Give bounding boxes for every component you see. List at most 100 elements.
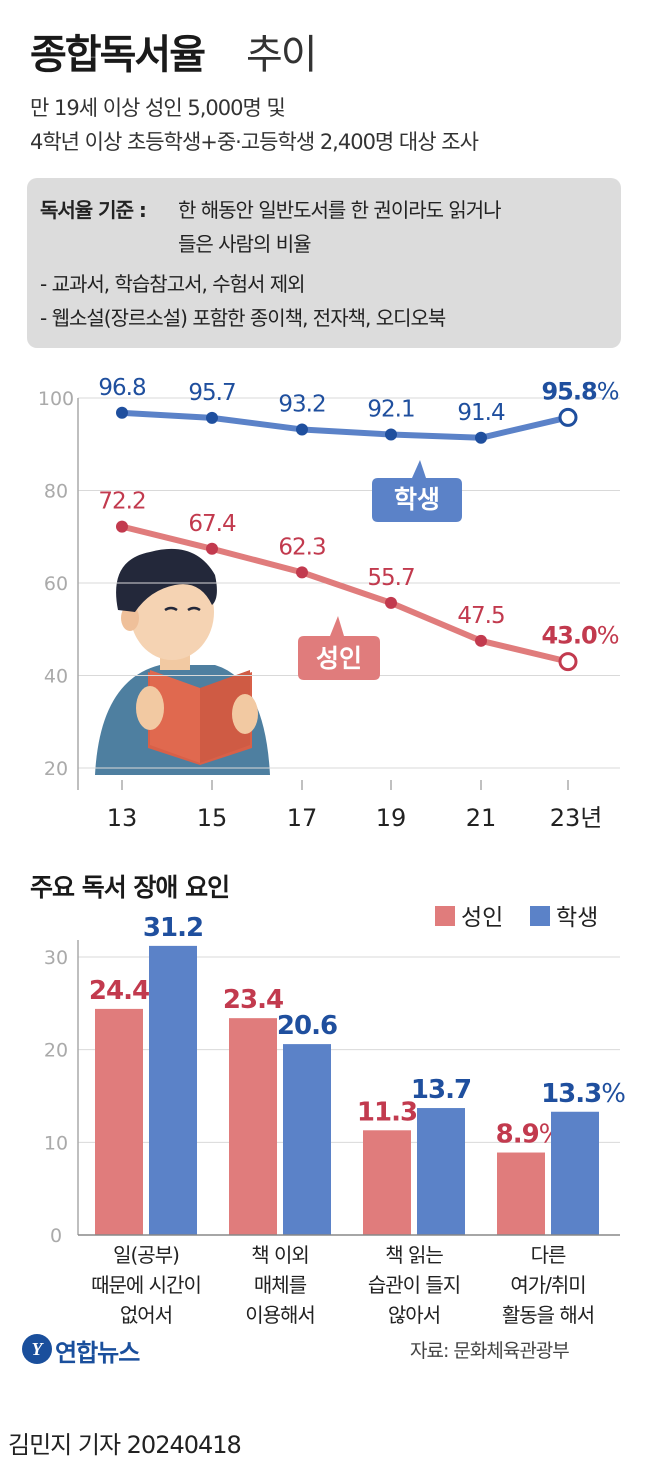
data-point bbox=[475, 431, 487, 444]
x-category-label: 이용해서 bbox=[245, 1303, 315, 1327]
bar-학생 bbox=[417, 1108, 465, 1235]
definition-box bbox=[27, 178, 621, 348]
data-label: 91.4 bbox=[457, 400, 505, 426]
x-tick-label: 21 bbox=[466, 804, 497, 832]
bar-학생 bbox=[149, 945, 197, 1235]
unit-label: % bbox=[597, 377, 619, 405]
legend: 성인 학생 bbox=[435, 905, 598, 931]
callout-bubble bbox=[298, 616, 380, 680]
series-line-학생 bbox=[121, 409, 569, 441]
data-point bbox=[385, 596, 397, 609]
data-point bbox=[206, 542, 218, 555]
reading-rate-line-chart: 20 40 60 80 100 13 15 17 19 21 23년 96.8 95.7 93.2 92.1… bbox=[38, 375, 620, 832]
data-point bbox=[116, 520, 128, 533]
data-label: 96.8 bbox=[98, 375, 146, 401]
bar-학생 bbox=[551, 1111, 599, 1235]
x-category-label: 않아서 bbox=[388, 1303, 440, 1327]
data-label: 92.1 bbox=[367, 397, 414, 423]
page-title-suffix: 추이 bbox=[246, 32, 318, 78]
x-category-label: 매체를 bbox=[254, 1273, 307, 1297]
data-label: 95.7 bbox=[188, 380, 235, 406]
series-line-성인 bbox=[121, 523, 569, 665]
bar-value-label: 11.3 bbox=[357, 1097, 417, 1127]
student-series-callout: 학생 bbox=[372, 460, 462, 522]
definition-text-2: 들은 사람의 비율 bbox=[178, 232, 312, 256]
x-category-label: 습관이 들지 bbox=[368, 1273, 460, 1297]
x-category-label: 다른 bbox=[531, 1243, 566, 1267]
data-point bbox=[206, 411, 218, 424]
data-source: 자료: 문화체육관광부 bbox=[410, 1340, 570, 1362]
x-category-label: 책 이외 bbox=[251, 1243, 309, 1267]
y-tick-label: 80 bbox=[44, 481, 68, 503]
series-name-adult: 성인 bbox=[316, 644, 362, 673]
data-point bbox=[296, 423, 308, 436]
legend-label-adult: 성인 bbox=[461, 905, 503, 931]
bar-value-label: 20.6 bbox=[277, 1011, 337, 1041]
x-category-label: 여가/취미 bbox=[510, 1273, 585, 1297]
definition-text-1: 한 해동안 일반도서를 한 권이라도 읽거나 bbox=[178, 198, 502, 222]
reading-person-illustration bbox=[95, 548, 270, 775]
subtitle-line-2: 4학년 이상 초등학생+중·고등학생 2,400명 대상 조사 bbox=[30, 130, 479, 154]
x-tick-label: 23년 bbox=[550, 804, 603, 832]
x-category-label: 활동을 해서 bbox=[502, 1303, 594, 1327]
page-title: 종합독서율 bbox=[30, 32, 206, 78]
yonhap-logo-icon: Y bbox=[22, 1334, 52, 1364]
y-tick-label: 20 bbox=[44, 1040, 68, 1062]
x-tick-label: 17 bbox=[287, 804, 318, 832]
unit-label: % bbox=[601, 1079, 625, 1109]
publisher-logo-text: 연합뉴스 bbox=[55, 1339, 140, 1367]
x-tick-label: 19 bbox=[376, 804, 407, 832]
y-tick-label: 10 bbox=[44, 1132, 68, 1154]
x-category-label: 책 읽는 bbox=[385, 1243, 443, 1267]
y-tick-label: 30 bbox=[44, 947, 68, 969]
unit-label: % bbox=[597, 622, 619, 650]
bar-value-label: 31.2 bbox=[143, 913, 203, 943]
data-point bbox=[296, 566, 308, 579]
x-category-label: 없어서 bbox=[120, 1303, 172, 1327]
data-point-latest bbox=[558, 652, 578, 672]
bar-성인 bbox=[229, 1018, 277, 1235]
byline: 김민지 기자 20240418 bbox=[8, 1431, 242, 1459]
bar-value-label: 23.4 bbox=[223, 985, 283, 1015]
bar-chart-title: 주요 독서 장애 요인 bbox=[30, 873, 230, 902]
data-label: 47.5 bbox=[457, 603, 504, 629]
data-label: 55.7 bbox=[367, 565, 414, 591]
y-tick-label: 40 bbox=[44, 666, 68, 688]
bar-value-label: 13.3% bbox=[541, 1079, 625, 1109]
data-point-latest bbox=[558, 407, 578, 427]
bar-학생 bbox=[283, 1044, 331, 1235]
data-label: 95.8% bbox=[541, 377, 618, 405]
adult-series-callout: 성인 bbox=[298, 616, 380, 680]
subtitle-line-1: 만 19세 이상 성인 5,000명 및 bbox=[30, 96, 286, 120]
data-point bbox=[475, 634, 487, 647]
x-category-label: 일(공부) bbox=[113, 1243, 179, 1267]
bar-성인 bbox=[95, 1008, 143, 1235]
definition-label: 독서율 기준 : bbox=[40, 198, 147, 222]
bar-value-label: 13.7 bbox=[411, 1075, 471, 1105]
legend-swatch-adult bbox=[435, 906, 455, 926]
bar-성인 bbox=[497, 1152, 545, 1235]
legend-label-student: 학생 bbox=[556, 905, 598, 931]
y-tick-label: 0 bbox=[50, 1225, 62, 1247]
y-tick-label: 60 bbox=[44, 573, 68, 595]
x-category-label: 때문에 시간이 bbox=[91, 1273, 201, 1297]
callout-bubble bbox=[372, 460, 462, 522]
series-name-student: 학생 bbox=[394, 485, 440, 514]
exclusion-note: - 교과서, 학습참고서, 수험서 제외 bbox=[40, 272, 306, 296]
data-label: 72.2 bbox=[98, 489, 145, 515]
inclusion-note: - 웹소설(장르소설) 포함한 종이책, 전자책, 오디오북 bbox=[40, 306, 446, 330]
data-label: 93.2 bbox=[278, 391, 325, 417]
data-label: 62.3 bbox=[278, 534, 325, 560]
data-label: 67.4 bbox=[188, 511, 236, 537]
y-tick-label: 20 bbox=[44, 758, 68, 780]
data-label: 43.0% bbox=[541, 622, 618, 650]
x-tick-label: 15 bbox=[197, 804, 228, 832]
data-point bbox=[385, 428, 397, 441]
data-point bbox=[116, 406, 128, 419]
x-tick-label: 13 bbox=[107, 804, 138, 832]
bar-성인 bbox=[363, 1130, 411, 1235]
bar-value-label: 24.4 bbox=[89, 976, 149, 1006]
legend-swatch-student bbox=[530, 906, 550, 926]
